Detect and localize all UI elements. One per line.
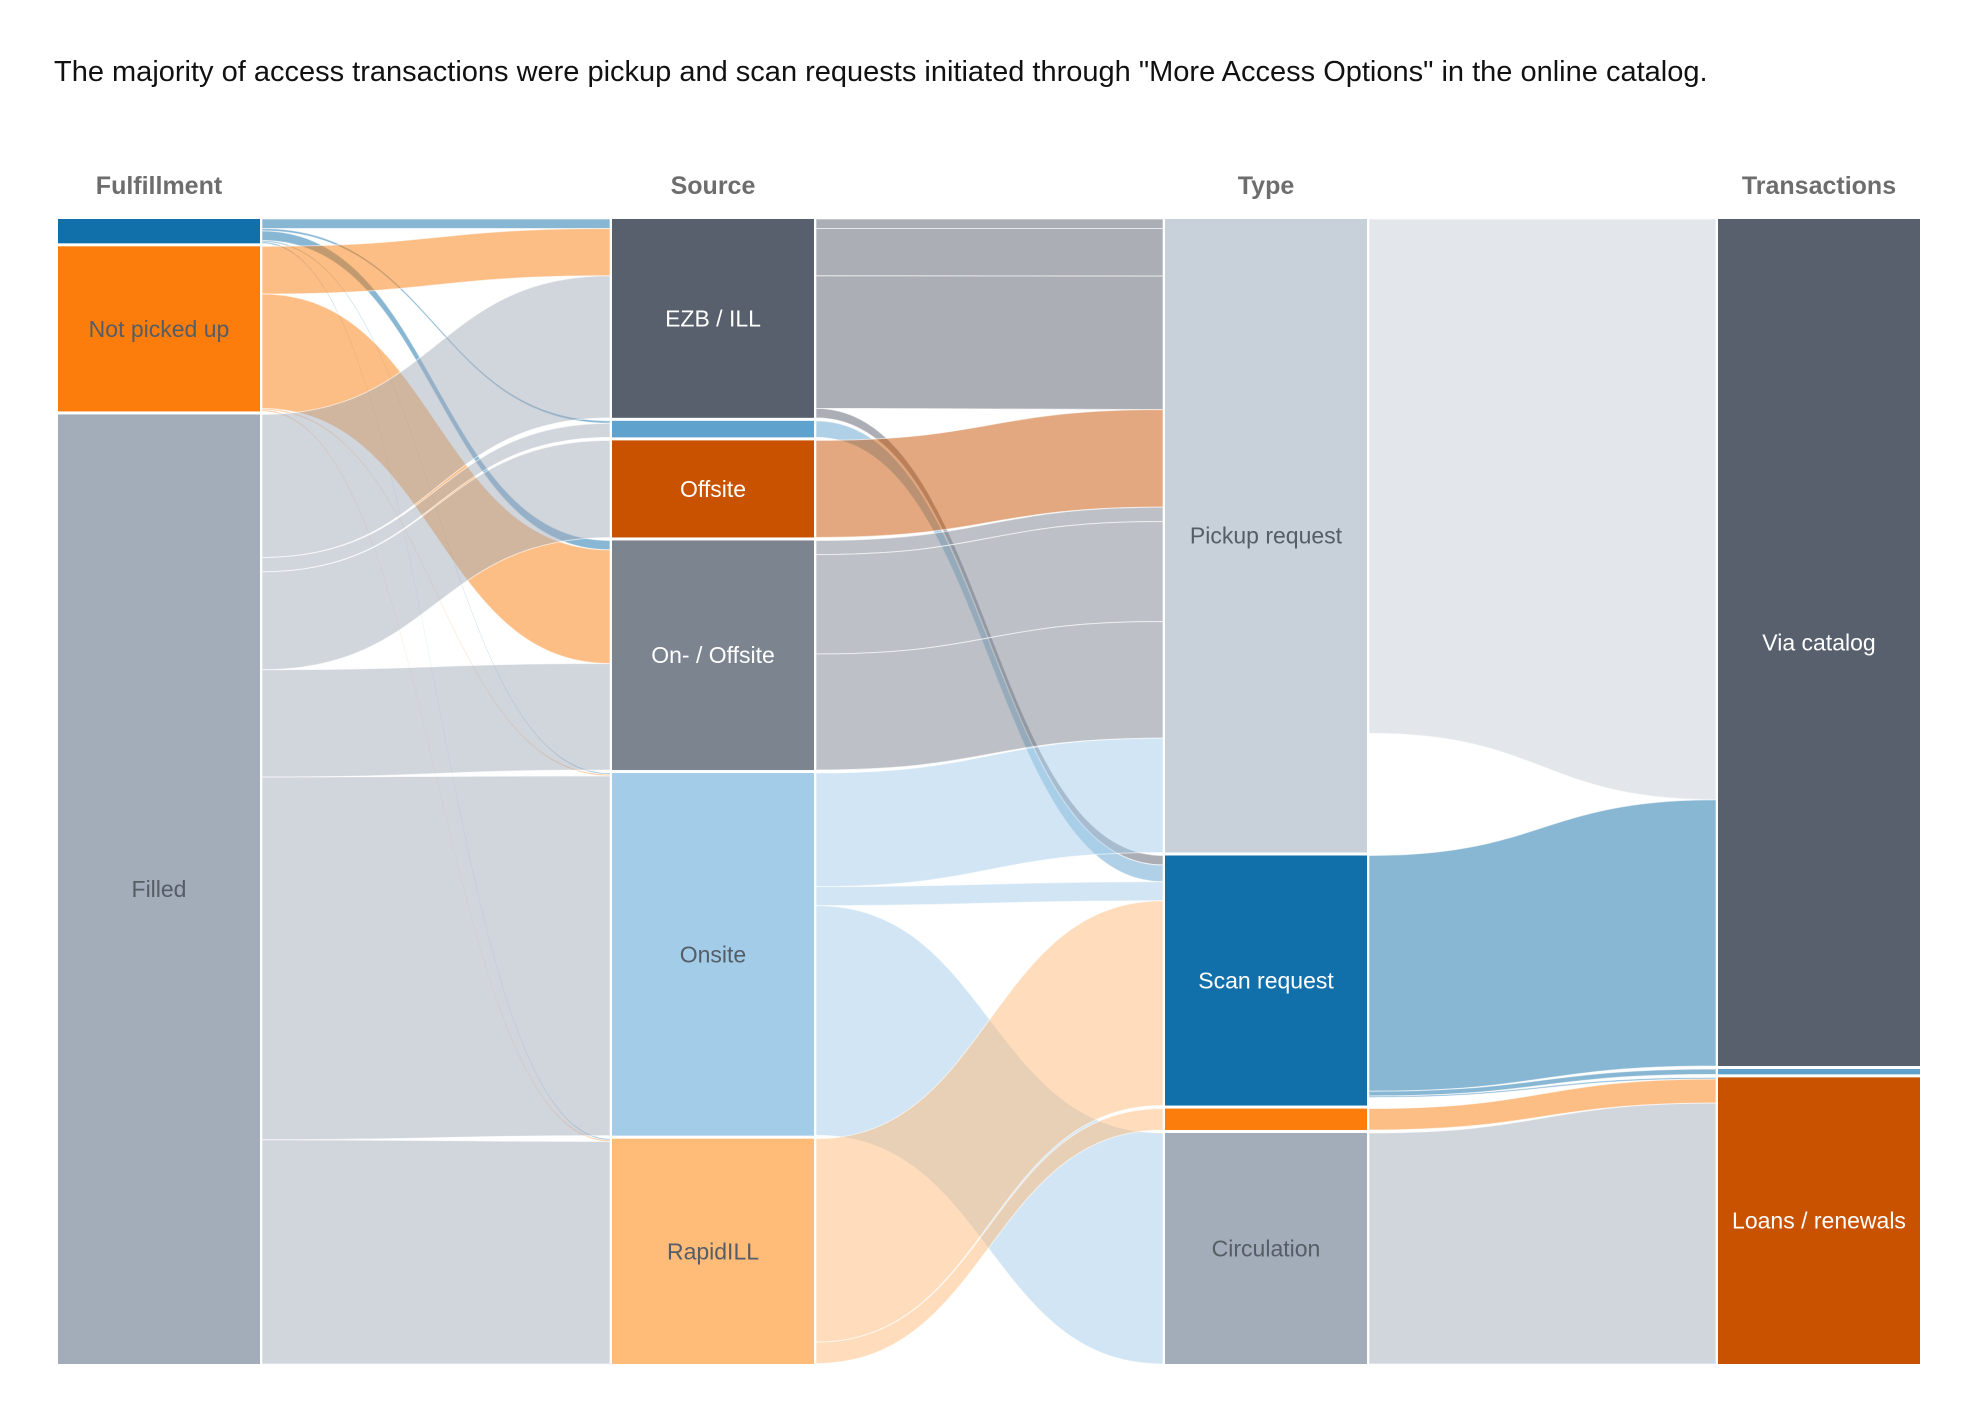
node-t_orange [1165,1108,1367,1130]
link-f_blue-s_ezb [261,218,611,230]
node-x_catalog [1718,219,1920,1066]
node-s_onoff [612,540,814,771]
link-f_filled-s_onsite [261,775,611,1141]
node-label-s_offsite: Offsite [680,476,746,502]
link-s_ezb-t_pickup [815,218,1164,230]
node-f_blue [58,219,260,244]
chart-title: The majority of access transactions were… [54,56,1708,88]
node-label-t_circ: Circulation [1212,1235,1321,1261]
node-label-s_onsite: Onsite [680,941,746,967]
link-s_rapid-t_orange [815,1108,1164,1365]
node-x_loans [1718,1077,1920,1364]
node-s_ezb [612,219,814,418]
node-s_onsite [612,773,814,1136]
node-t_pickup [1165,219,1367,853]
link-f_filled-s_rapid [261,1139,611,1365]
column-header-transactions: Transactions [1742,172,1896,200]
link-f_filled-s_ezb [261,275,611,559]
node-label-x_loans: Loans / renewals [1732,1208,1906,1234]
node-f_not [58,246,260,412]
link-f_filled-s_onoff [261,663,611,778]
column-header-source: Source [671,172,756,200]
node-label-s_rapid: RapidILL [667,1238,759,1264]
link-t_pickup-x_catalog [1368,218,1717,801]
link-t_scan-x_blue [1368,1068,1717,1097]
link-f_filled-s_blue [261,422,611,573]
node-label-f_not: Not picked up [89,316,230,342]
sankey-links [261,218,1717,1365]
node-f_filled [58,414,260,1365]
link-f_filled-s_offsite [261,439,611,671]
node-label-t_scan: Scan request [1198,968,1334,994]
node-t_scan [1165,855,1367,1106]
node-t_circ [1165,1132,1367,1364]
link-s_ezb-t_pickup [815,275,1164,411]
node-label-t_pickup: Pickup request [1190,523,1343,549]
link-s_onsite-t_pickup [815,737,1164,888]
column-header-type: Type [1238,172,1295,200]
link-t_circ-x_loans [1368,1102,1717,1365]
sankey-nodes: Fulfillment Source Type Transactions Not pic… [58,172,1920,1365]
link-s_rapid-t_scan [815,900,1164,1343]
node-label-s_onoff: On- / Offsite [651,642,775,668]
node-x_blue [1718,1068,1920,1075]
link-t_scan-x_catalog [1368,799,1717,1092]
node-label-x_catalog: Via catalog [1762,629,1875,655]
node-label-s_ezb: EZB / ILL [665,305,761,331]
node-label-f_filled: Filled [132,876,187,902]
node-s_offsite [612,440,814,538]
link-s_ezb-t_pickup [815,227,1164,277]
node-s_rapid [612,1138,814,1364]
column-header-fulfillment: Fulfillment [96,172,223,200]
node-s_blue [612,420,814,438]
